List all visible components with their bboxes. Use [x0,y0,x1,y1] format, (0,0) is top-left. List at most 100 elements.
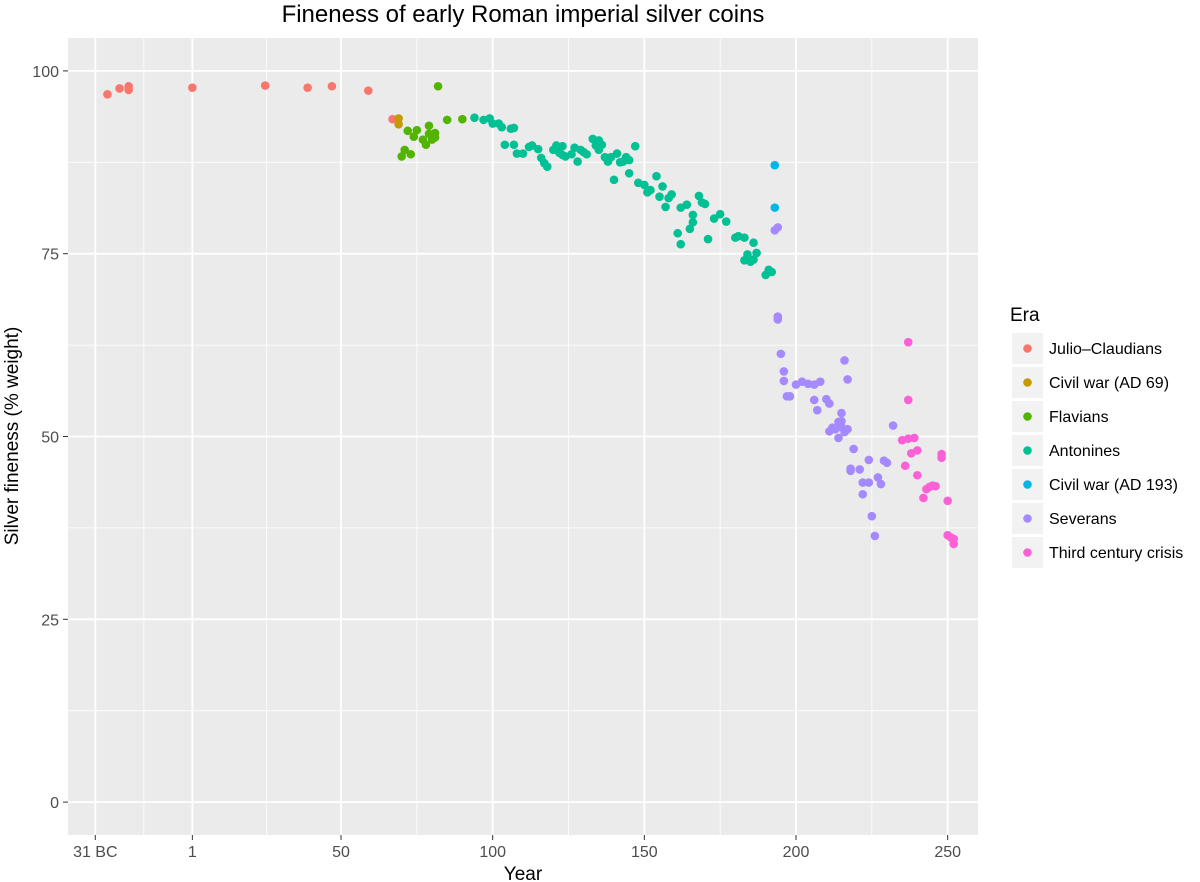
data-point [509,123,519,133]
data-point [812,405,822,415]
data-point [624,155,634,165]
chart-title: Fineness of early Roman imperial silver … [282,1,765,28]
data-point [573,157,582,166]
x-tick-label: 100 [479,844,506,861]
data-point [700,199,710,209]
data-point [658,182,667,191]
data-point [667,190,676,199]
data-point [676,239,686,249]
data-point [815,377,825,386]
data-point [103,90,112,99]
x-tick-label: 1 [188,844,197,861]
data-point [640,180,649,190]
data-point [512,149,522,158]
data-point [558,141,567,151]
y-tick-label: 0 [50,795,59,812]
data-point [900,461,910,471]
data-point [749,255,758,264]
data-point [834,433,843,443]
data-point [646,185,655,195]
data-point [773,315,783,324]
data-point [779,376,789,386]
data-point [685,224,695,234]
data-point [870,531,880,541]
grid-lines [68,38,978,835]
data-point [888,421,898,430]
y-tick-label: 75 [41,247,59,264]
data-point [488,119,497,128]
y-tick-label: 100 [32,64,59,81]
data-point [406,149,416,159]
data-point [397,152,406,161]
data-point [910,433,919,443]
data-point [124,85,133,95]
legend-label: Civil war (AD 69) [1049,375,1169,392]
legend-label: Civil war (AD 193) [1049,477,1178,494]
data-point [500,140,510,150]
data-point [743,250,752,259]
data-point [849,444,858,454]
data-point [855,465,864,474]
y-axis-title: Silver fineness (% weight) [2,327,23,546]
data-point [688,217,698,227]
data-point [624,168,634,178]
data-point [937,449,946,459]
data-point [858,489,868,499]
data-point [509,140,519,150]
data-point [433,81,443,91]
data-point [779,367,789,376]
x-tick-label: 31 BC [73,844,117,861]
data-point [825,399,834,408]
y-tick-label: 50 [41,430,59,447]
data-point [749,238,758,248]
legend: Era Julio–Claudians Civil war (AD 69) Flav… [1010,305,1183,568]
data-point [843,424,852,434]
data-point [424,121,434,131]
data-point [412,125,422,135]
legend-title: Era [1010,305,1040,326]
data-point [652,171,661,181]
data-point [846,466,855,476]
data-point [773,223,783,232]
legend-swatch [1023,480,1032,489]
data-point [403,126,413,136]
data-point [655,192,664,201]
legend-label: Antonines [1049,443,1120,460]
y-axis-ticks: 0 25 50 75 100 [32,64,68,812]
data-point [303,83,312,93]
data-point [609,175,619,185]
y-tick-label: 25 [41,612,59,629]
data-point [394,119,403,129]
data-point [673,228,682,238]
data-point [582,149,591,159]
data-point [931,481,940,491]
data-point [364,86,373,95]
legend-swatch [1023,344,1032,353]
data-point [458,114,467,124]
x-tick-label: 250 [934,844,961,861]
data-point [661,202,670,212]
legend-label: Flavians [1049,409,1109,426]
legend-label: Julio–Claudians [1049,341,1162,358]
x-axis-title: Year [504,864,543,882]
data-point [785,391,795,401]
data-point [867,511,877,521]
data-point [421,140,431,150]
data-point [409,132,419,142]
data-point [843,375,852,384]
data-point [533,144,543,154]
data-point [115,84,124,93]
data-point [913,446,922,455]
legend-swatch [1023,548,1032,557]
data-point [612,149,622,158]
data-point [542,162,552,171]
data-point [567,149,576,159]
data-point [470,113,479,122]
data-point [913,470,922,480]
legend-label: Severans [1049,511,1117,528]
data-point [188,83,197,93]
legend-swatch [1023,446,1032,455]
data-point [630,141,640,151]
legend-swatch [1023,514,1032,523]
